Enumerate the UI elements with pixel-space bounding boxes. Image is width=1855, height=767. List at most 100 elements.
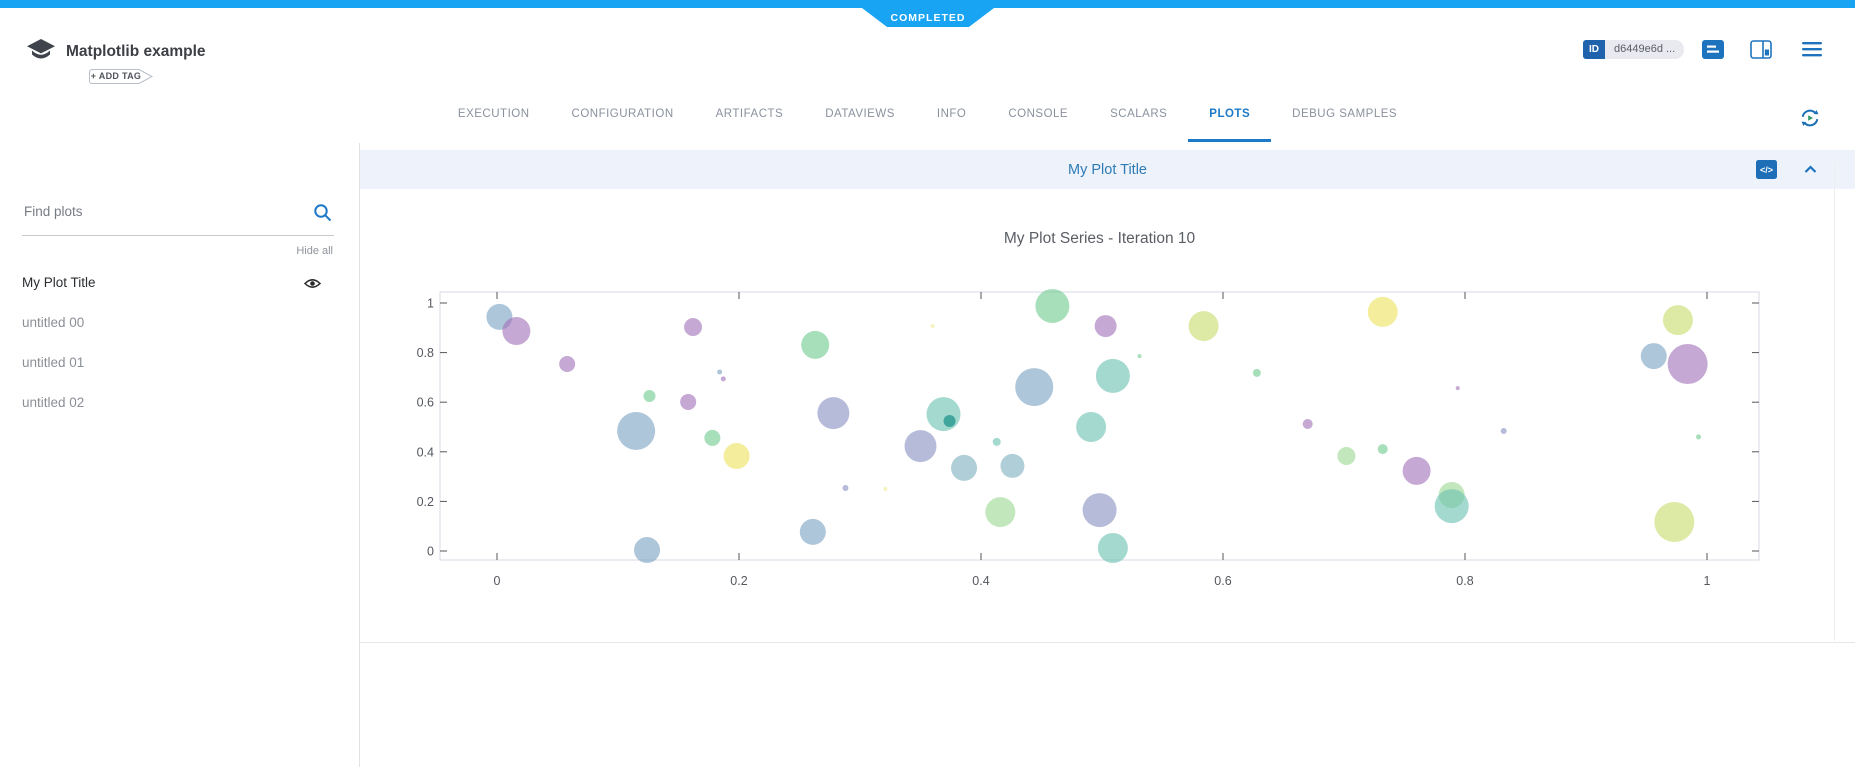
plot-list-item[interactable]: My Plot Title [0,263,359,303]
experiment-id-chip[interactable]: ID d6449e6d ... [1583,40,1685,59]
collapse-panel-icon[interactable] [1804,165,1817,174]
x-tick-label: 0.8 [1456,574,1473,588]
scatter-point [985,497,1016,528]
plot-list-item[interactable]: untitled 01 [0,343,359,383]
scatter-point [1654,501,1695,542]
plot-list-item[interactable]: untitled 02 [0,383,359,423]
tab-bar: EXECUTION CONFIGURATION ARTIFACTS DATAVIEWS… [0,86,1855,142]
experiment-title: Matplotlib example [66,43,206,60]
tab-plots[interactable]: PLOTS [1188,86,1271,142]
plot-list-item-label: My Plot Title [22,275,96,290]
y-tick-label: 1 [427,297,434,311]
plot-panel-header: My Plot Title [360,150,1855,189]
tab-console[interactable]: CONSOLE [1008,108,1069,120]
plot-list-item[interactable]: untitled 00 [0,303,359,343]
y-tick-label: 0.8 [417,346,434,360]
experiment-type-icon [27,39,55,59]
chart-wrap: My Plot Series - Iteration 10 0 0.2 0.4 0.6 0… [360,190,1855,642]
tab-artifacts[interactable]: ARTIFACTS [715,108,784,120]
scatter-point [1667,344,1708,385]
scatter-point [1015,368,1054,407]
y-tick-label: 0.2 [417,495,434,509]
scatter-point [617,411,656,450]
plot-panel: My Plot Title </> My Plot Series - Itera… [360,143,1855,767]
plot-list-item-label: untitled 02 [22,395,85,410]
tab-execution[interactable]: EXECUTION [457,108,530,120]
scatter-point [1337,447,1356,466]
scatter-point [1455,386,1460,391]
scatter-point [817,397,850,430]
scatter-point [643,390,656,402]
search-input[interactable] [22,203,306,220]
comments-icon[interactable] [1702,40,1724,59]
scatter-point [1367,296,1398,327]
scatter-point [992,437,1001,446]
scatter-point [904,430,937,463]
scatter-chart[interactable]: My Plot Series - Iteration 10 0 0.2 0.4 0.6 0… [360,190,1855,642]
scatter-point [1097,533,1128,564]
tab-debug-samples[interactable]: DEBUG SAMPLES [1292,108,1398,120]
scatter-point [926,397,961,432]
tab-bar-inner: EXECUTION CONFIGURATION ARTIFACTS DATAVIEWS… [0,86,1855,142]
scatter-point [717,369,723,375]
scatter-point [634,537,661,564]
scatter-point [1035,288,1070,323]
scatter-point [559,356,576,373]
eye-icon[interactable] [304,278,321,289]
view-code-icon[interactable]: </> [1756,160,1777,179]
scatter-point [684,318,703,337]
status-badge: COMPLETED [862,8,994,27]
plot-panel-title: My Plot Title [1068,161,1147,178]
tab-scalars[interactable]: SCALARS [1110,108,1168,120]
scatter-point [704,429,721,446]
tag-shape [89,69,154,84]
menu-icon[interactable] [1802,42,1822,57]
id-value: d6449e6d ... [1605,40,1685,59]
panel-edge-line [1834,163,1835,641]
tab-configuration[interactable]: CONFIGURATION [571,108,674,120]
id-badge: ID [1583,40,1605,59]
plot-list: My Plot Title untitled 00 untitled 01 untit… [0,263,359,423]
scatter-point [1082,493,1117,528]
scatter-point [801,330,830,359]
scatter-point [723,443,750,470]
details-panel-icon[interactable] [1750,40,1772,59]
scatter-point [1302,419,1313,430]
scatter-point [1095,358,1130,393]
scatter-point [799,518,826,545]
search-row [22,195,334,236]
add-tag-button[interactable]: + ADD TAG [88,68,154,85]
scatter-point [1640,343,1667,370]
scatter-point [720,376,726,382]
scatter-point [951,454,978,481]
svg-text:</>: </> [1760,165,1773,175]
y-tick-label: 0 [427,545,434,559]
scatter-point [842,485,849,492]
plot-card-divider [360,642,1855,643]
add-tag-label: + ADD TAG [90,71,142,81]
plot-list-item-label: untitled 01 [22,355,85,370]
x-tick-label: 0 [494,574,501,588]
scatter-point [1252,368,1261,377]
scatter-point [930,324,935,329]
scatter-point [1094,315,1117,338]
tab-info[interactable]: INFO [936,108,967,120]
search-icon[interactable] [313,203,332,222]
scatter-point [1662,305,1693,336]
scatter-point [1377,444,1388,455]
scatter-point [1402,456,1431,485]
scatter-point [1696,434,1702,440]
hide-all-link[interactable]: Hide all [296,245,333,257]
chart-title: My Plot Series - Iteration 10 [1004,230,1196,247]
tab-dataviews[interactable]: DATAVIEWS [825,108,895,120]
scatter-point [1076,412,1107,442]
scatter-point [680,393,697,410]
plot-list-item-label: untitled 00 [22,315,85,330]
top-status-bar [0,0,1855,8]
scatter-point [943,415,956,428]
y-tick-label: 0.6 [417,396,434,410]
auto-refresh-icon[interactable] [1798,106,1822,130]
plot-area-border [439,291,1760,561]
scatter-point [502,317,531,346]
x-tick-label: 0.6 [1214,574,1231,588]
